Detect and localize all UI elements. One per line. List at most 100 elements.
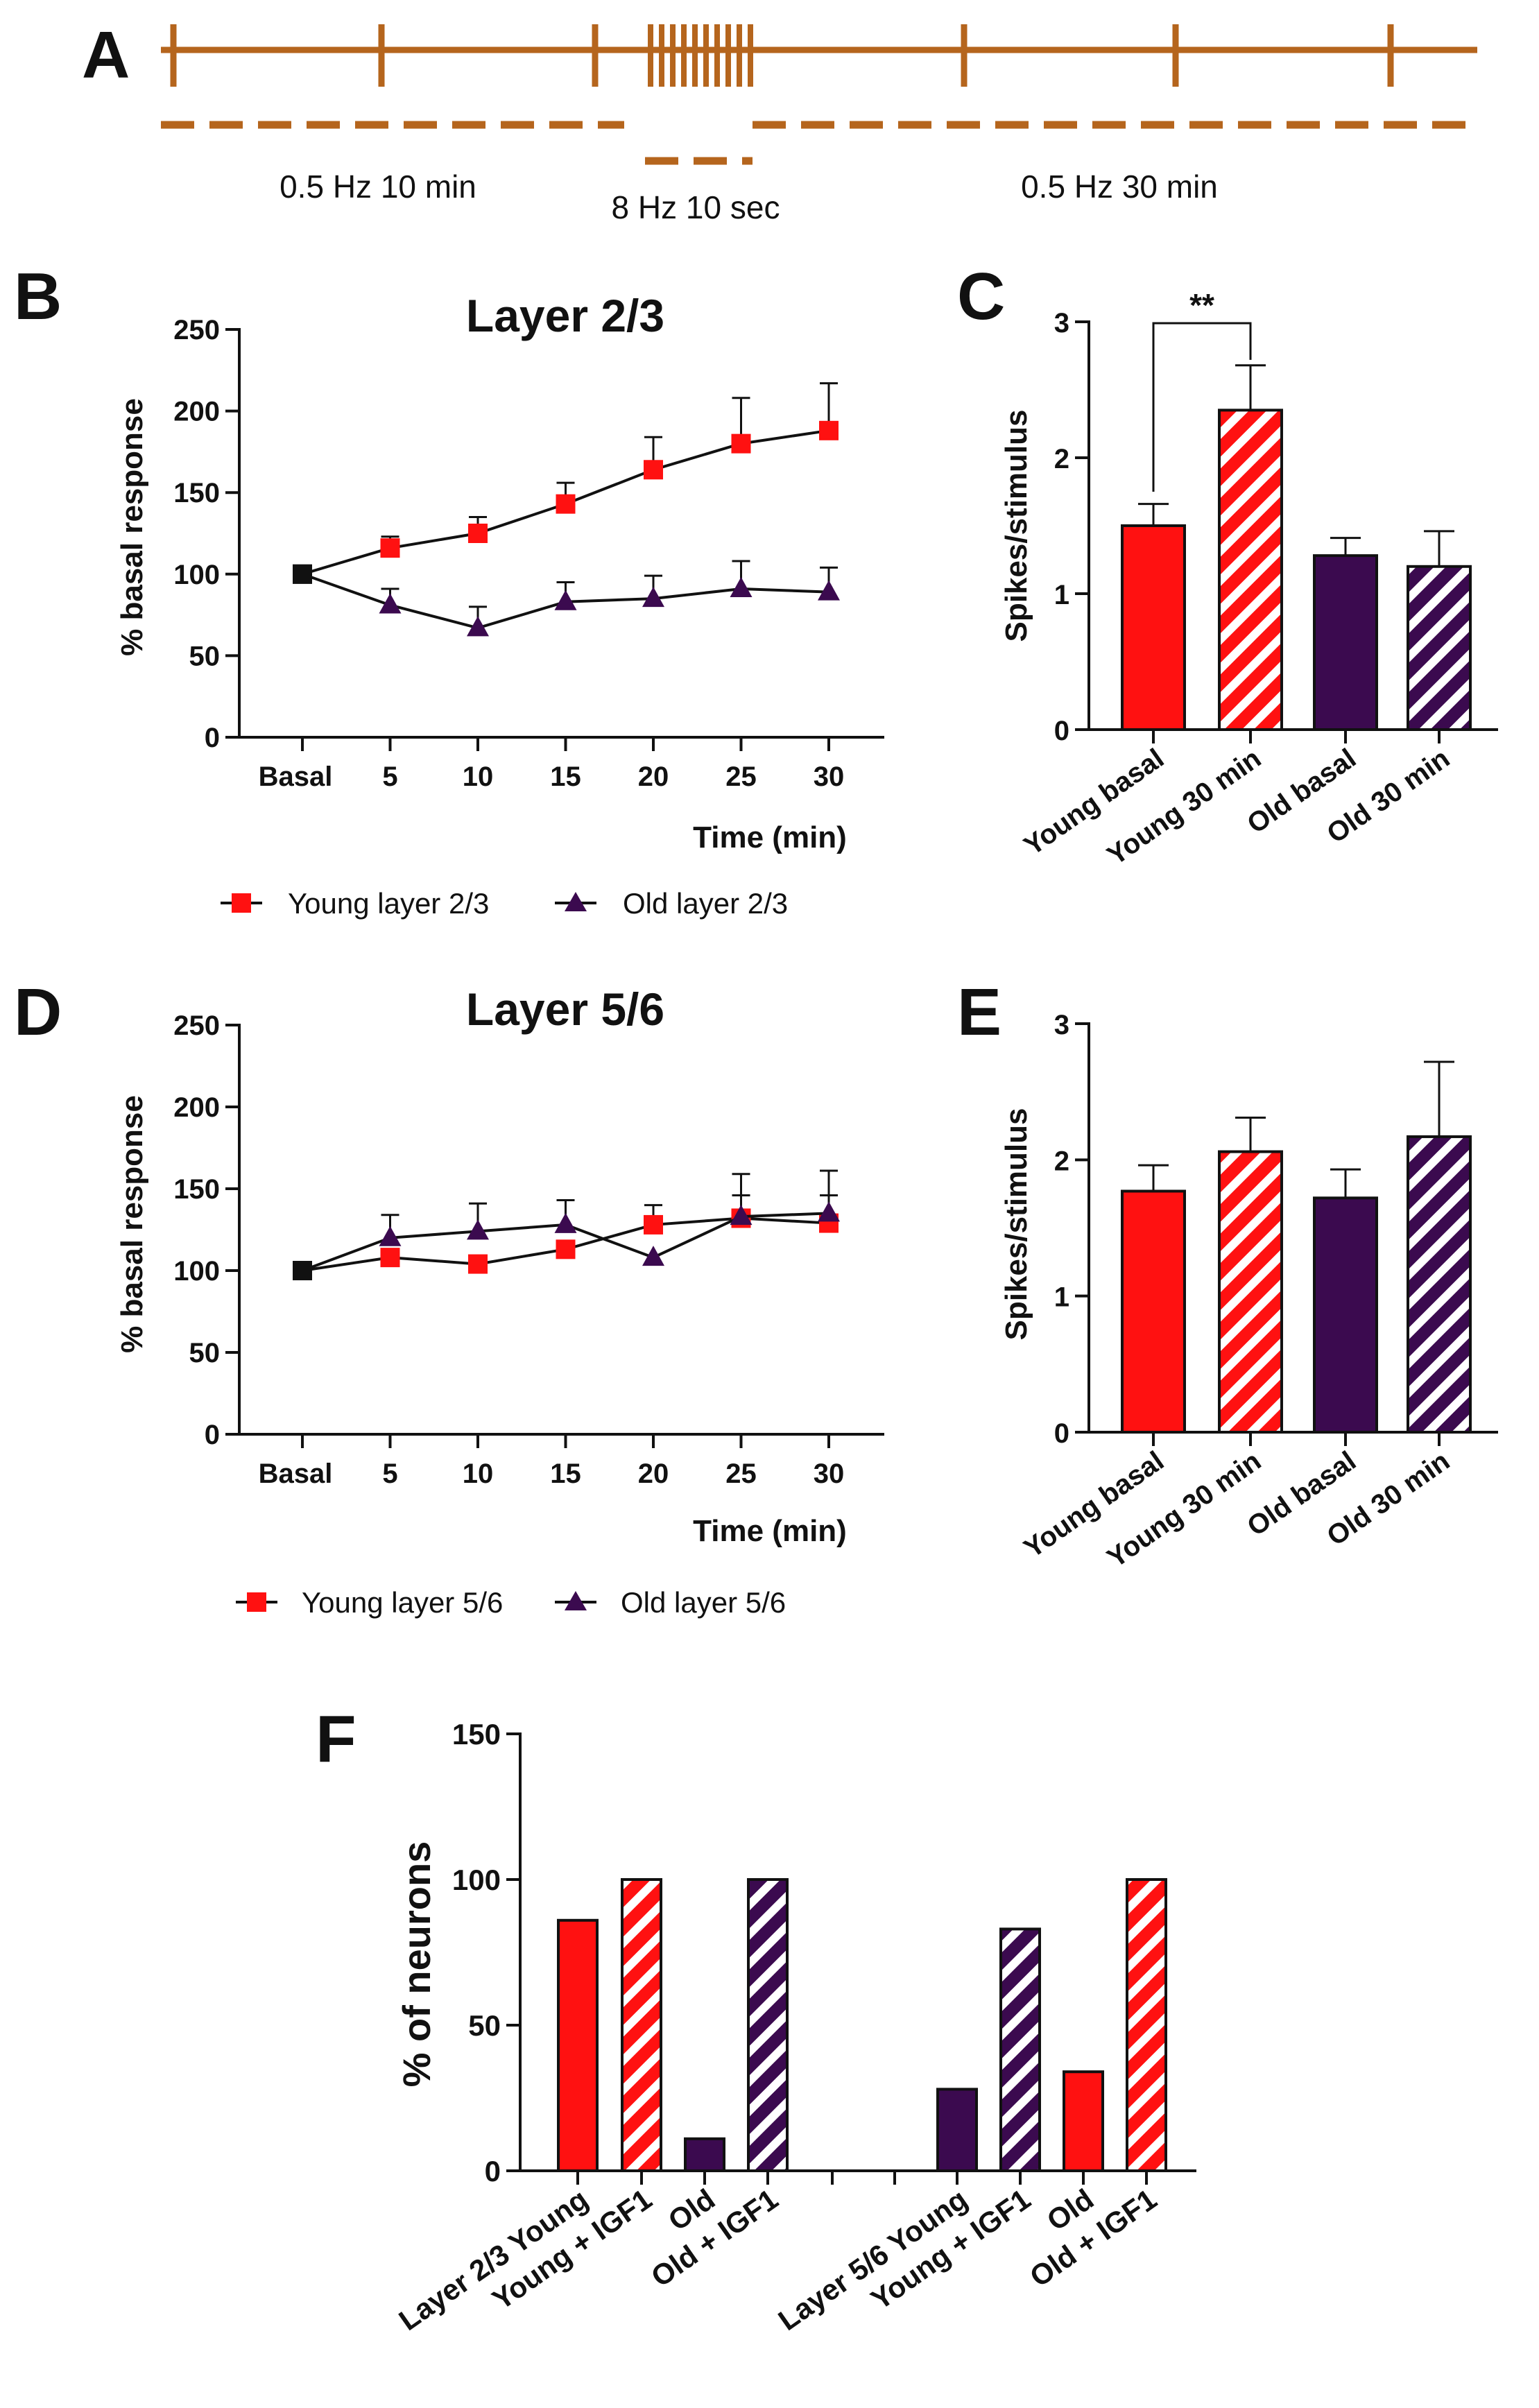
y-tick-label: 50	[468, 2009, 501, 2042]
bar-old-hatched	[999, 1927, 1041, 2172]
y-tick-label: 3	[1054, 308, 1069, 338]
protocol-label-left: 0.5 Hz 10 min	[280, 169, 476, 205]
data-point-young	[380, 1248, 400, 1268]
legend-old-label: Old layer 2/3	[623, 887, 788, 920]
data-point-old	[730, 1205, 753, 1226]
panel-letter-a: A	[82, 18, 130, 92]
data-point-old	[818, 580, 840, 601]
legend-young-marker	[232, 893, 251, 913]
y-tick-label: 150	[173, 1174, 220, 1205]
x-tick-label: 15	[550, 1459, 581, 1489]
legend-young-label: Young layer 2/3	[288, 887, 489, 920]
y-tick-label: 100	[173, 560, 220, 590]
panel-letter-f: F	[316, 1702, 356, 1776]
chart-f-ylabel: % of neurons	[395, 1841, 438, 2088]
data-point-old	[379, 1226, 402, 1246]
chart-b-title: Layer 2/3	[466, 290, 664, 341]
significance-bracket	[1152, 322, 1252, 492]
data-point-old	[467, 616, 489, 637]
panel-letter-b: B	[14, 259, 62, 334]
bar-old-hatched	[1407, 565, 1472, 731]
protocol-label-right: 0.5 Hz 30 min	[1021, 169, 1218, 205]
y-tick-label: 250	[173, 315, 220, 345]
y-tick-label: 200	[173, 1092, 220, 1123]
bar-old	[684, 2137, 725, 2173]
bar-young-hatched	[1218, 409, 1283, 732]
data-point-young	[556, 1239, 576, 1259]
y-tick-label: 0	[485, 2155, 501, 2187]
y-tick-label: 2	[1054, 444, 1069, 474]
bar-young	[557, 1918, 599, 2173]
y-tick-label: 0	[205, 1420, 220, 1450]
y-tick-label: 150	[173, 478, 220, 508]
panel-d-line-chart: D Layer 5/6 % basal response Time (min) …	[14, 975, 884, 1619]
chart-e-ylabel: Spikes/stimulus	[999, 1108, 1033, 1340]
x-tick-label: 10	[463, 762, 494, 792]
bar-young	[1121, 1189, 1186, 1434]
bar-old-hatched	[747, 1878, 789, 2172]
y-tick-label: 1	[1054, 580, 1069, 610]
data-point-young	[468, 1254, 488, 1274]
x-tick-label: 5	[382, 1459, 397, 1489]
panel-b-line-chart: B Layer 2/3 % basal response Time (min) …	[14, 259, 884, 920]
data-point-young	[644, 1214, 663, 1235]
bar-old	[1313, 1196, 1378, 1434]
x-tick-label: 25	[725, 1459, 757, 1489]
y-tick-label: 0	[1054, 1418, 1069, 1449]
data-point-old	[467, 1219, 489, 1240]
chart-d-ylabel: % basal response	[115, 1095, 149, 1353]
protocol-timeline	[161, 24, 1477, 165]
data-point-old	[379, 593, 402, 614]
bar-young	[1063, 2070, 1104, 2172]
chart-d-title: Layer 5/6	[466, 983, 664, 1035]
legend-young-marker	[247, 1592, 266, 1612]
category-label: Old + IGF1	[1024, 2183, 1162, 2294]
y-tick-label: 100	[452, 1864, 501, 1896]
x-tick-label: 30	[814, 1459, 845, 1489]
legend-old-marker	[565, 892, 587, 911]
bar-young	[1121, 524, 1186, 731]
y-tick-label: 0	[205, 723, 220, 753]
data-point-young	[644, 460, 663, 480]
data-point-old	[818, 1201, 840, 1222]
data-point-old	[554, 590, 577, 610]
chart-b-legend: Young layer 2/3 Old layer 2/3	[221, 887, 788, 920]
y-tick-label: 200	[173, 397, 220, 427]
x-tick-label: 30	[814, 762, 845, 792]
y-tick-label: 2	[1054, 1146, 1069, 1176]
protocol-label-mid: 8 Hz 10 sec	[612, 189, 780, 225]
significance-label: **	[1189, 287, 1214, 323]
x-tick-label: 20	[638, 1459, 669, 1489]
x-tick-label: 10	[463, 1459, 494, 1489]
y-tick-label: 100	[173, 1256, 220, 1287]
x-tick-label: Basal	[259, 1459, 333, 1489]
y-tick-label: 50	[189, 1338, 221, 1368]
y-tick-label: 3	[1054, 1010, 1069, 1040]
category-label: Old + IGF1	[645, 2183, 784, 2294]
x-tick-label: 5	[382, 762, 397, 792]
legend-young-label: Young layer 5/6	[302, 1586, 503, 1619]
bar-old	[1313, 554, 1378, 731]
chart-b-xlabel: Time (min)	[693, 820, 847, 854]
panel-letter-c: C	[957, 259, 1005, 334]
data-point-old	[730, 576, 753, 597]
x-tick-label: 25	[725, 762, 757, 792]
data-point-old	[642, 587, 664, 608]
data-point-young	[556, 494, 576, 514]
y-tick-label: 250	[173, 1011, 220, 1041]
x-tick-label: 15	[550, 762, 581, 792]
bar-young-hatched	[621, 1878, 662, 2172]
panel-letter-e: E	[957, 975, 1001, 1049]
bar-young-hatched	[1218, 1150, 1283, 1434]
legend-old-marker	[565, 1591, 587, 1610]
x-tick-label: Basal	[259, 762, 333, 792]
data-point-old	[554, 1212, 577, 1233]
y-tick-label: 50	[189, 641, 221, 671]
bar-young-hatched	[1126, 1878, 1167, 2172]
data-point-old	[642, 1246, 664, 1266]
y-tick-label: 150	[452, 1718, 501, 1751]
y-tick-label: 0	[1054, 716, 1069, 746]
